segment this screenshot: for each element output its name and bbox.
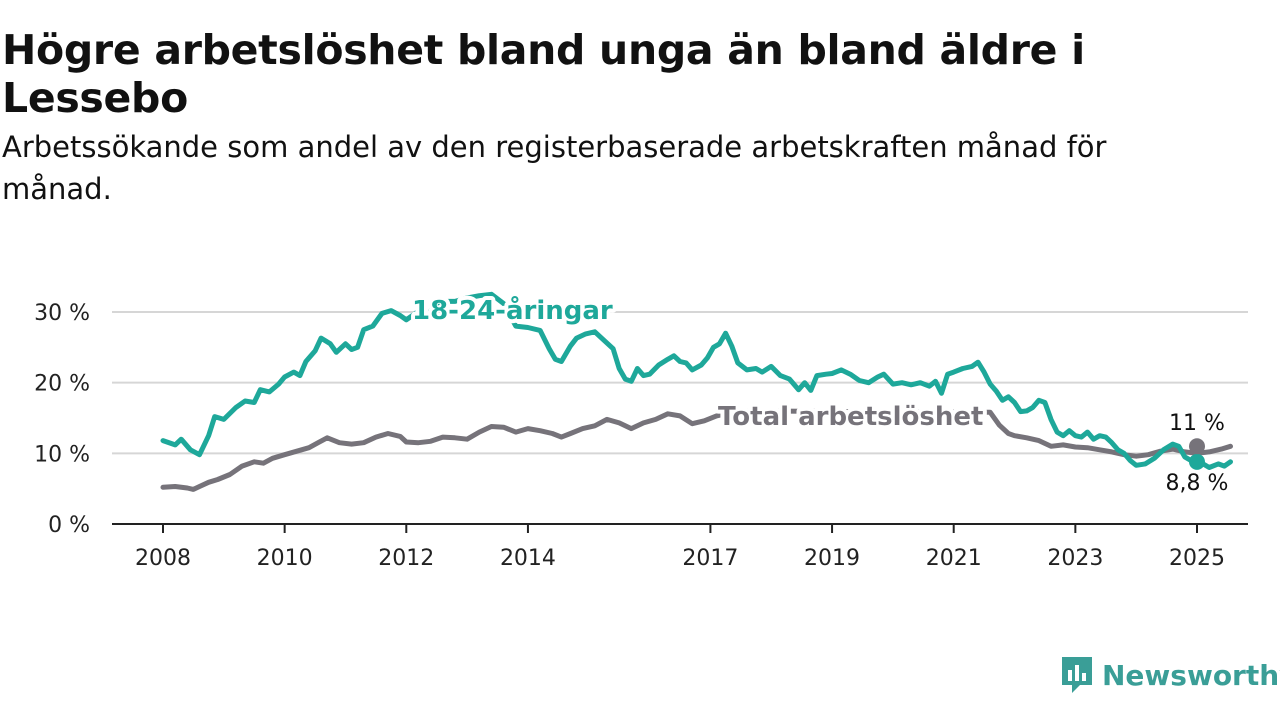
- y-gridlines: [112, 311, 1248, 455]
- y-tick-label: 0 %: [48, 513, 90, 538]
- series-label-youth: 18-24-åringar: [412, 294, 613, 326]
- series-line-youth: [160, 291, 1233, 470]
- y-tick-label: 30 %: [34, 301, 90, 326]
- end-point-total: [1189, 438, 1205, 455]
- brand-name: Newsworthy: [1102, 658, 1280, 692]
- x-tick-label: 2025: [1169, 546, 1225, 571]
- series-line-total: [160, 408, 1233, 492]
- x-tick-label: 2008: [135, 546, 191, 571]
- x-tick-label: 2019: [804, 546, 860, 571]
- x-tick-label: 2010: [257, 546, 313, 571]
- newsworthy-brand: Newsworthy: [1060, 654, 1280, 696]
- series-labels: 18-24-åringar Total arbetslöshet 11 % 8,8 %: [408, 290, 1231, 499]
- x-tick-label: 2023: [1047, 546, 1103, 571]
- x-tick-label: 2017: [682, 546, 738, 571]
- series-lines: [160, 291, 1233, 492]
- x-axis-ticks: 2008 2010 2012 2014 2017 2019 2021 2023 2025: [135, 524, 1225, 571]
- y-tick-label: 20 %: [34, 372, 90, 397]
- end-point-youth: [1189, 453, 1205, 470]
- x-tick-label: 2014: [500, 546, 556, 571]
- series-label-total: Total arbetslöshet: [718, 402, 983, 432]
- chart-title: Högre arbetslöshet bland unga än bland ä…: [2, 26, 1085, 122]
- end-label-total: 11 %: [1169, 411, 1225, 436]
- y-tick-label: 10 %: [34, 442, 90, 467]
- chart-subtitle: Arbetssökande som andel av den registerb…: [2, 130, 1107, 206]
- end-label-youth: 8,8 %: [1166, 471, 1229, 496]
- newsworthy-logo-icon: [1062, 657, 1092, 693]
- y-axis-ticks: 0 % 10 % 20 % 30 %: [34, 301, 90, 538]
- x-tick-label: 2012: [378, 546, 434, 571]
- x-tick-label: 2021: [926, 546, 982, 571]
